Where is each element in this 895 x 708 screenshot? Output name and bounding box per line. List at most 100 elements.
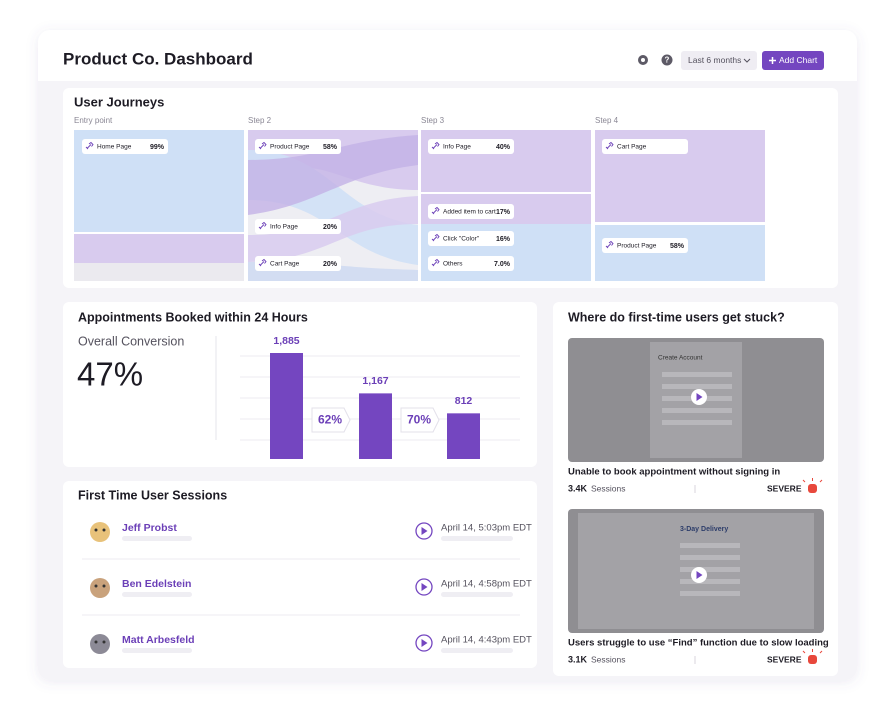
node-label: Others xyxy=(443,261,463,268)
journey-node[interactable]: Cart Page xyxy=(602,139,688,154)
header-bar-fill xyxy=(38,60,857,81)
placeholder xyxy=(441,536,513,541)
range-label: Last 6 months xyxy=(688,55,741,65)
step-label: Entry point xyxy=(74,116,113,125)
bar xyxy=(359,393,392,459)
avatar-face xyxy=(90,578,110,598)
avatar xyxy=(90,634,110,654)
play-icon xyxy=(696,393,703,401)
add-chart-button[interactable]: Add Chart xyxy=(762,51,824,70)
avatar xyxy=(90,578,110,598)
session-count: 3.1K xyxy=(568,654,588,664)
issue-caption: Unable to book appointment without signi… xyxy=(568,467,780,478)
node-value: 20% xyxy=(323,261,338,268)
node-value: 20% xyxy=(323,224,338,231)
siren-body xyxy=(808,484,817,493)
issue-caption: Users struggle to use “Find” function du… xyxy=(568,638,829,649)
node-box xyxy=(428,231,514,246)
screenshot-title: 3-Day Delivery xyxy=(680,526,728,533)
node-value: 58% xyxy=(670,243,685,250)
node-value: 7.0% xyxy=(494,261,511,268)
play-button[interactable] xyxy=(415,522,433,540)
bar xyxy=(270,353,303,459)
node-value: 17% xyxy=(496,209,511,216)
play-button[interactable] xyxy=(691,567,707,583)
node-value: 99% xyxy=(150,144,165,151)
settings-button[interactable] xyxy=(638,55,648,65)
node-icon xyxy=(431,206,440,215)
session-time: April 14, 4:43pm EDT xyxy=(441,635,532,646)
node-icon xyxy=(431,258,440,267)
avatar xyxy=(90,522,110,542)
placeholder xyxy=(122,592,192,597)
page-title: Product Co. Dashboard xyxy=(63,49,253,68)
add-chart-label: Add Chart xyxy=(779,55,818,65)
session-user[interactable]: Ben Edelstein xyxy=(122,578,191,590)
node-label: Product Page xyxy=(270,144,310,151)
node-label: Cart Page xyxy=(270,261,300,268)
help-button[interactable]: ? xyxy=(661,54,673,66)
node-label: Info Page xyxy=(443,144,471,151)
play-button[interactable] xyxy=(415,578,433,596)
avatar-eye xyxy=(94,584,98,588)
journey-node[interactable]: Click "Color" 16% xyxy=(428,231,514,246)
play-icon xyxy=(421,583,428,591)
node-label: Product Page xyxy=(617,243,657,250)
journey-node[interactable]: Info Page 40% xyxy=(428,139,514,154)
node-box xyxy=(602,139,688,154)
metric-value: 47% xyxy=(77,356,143,393)
node-icon xyxy=(605,141,614,150)
screenshot-line xyxy=(680,543,740,548)
journey-node[interactable]: Others 7.0% xyxy=(428,256,514,271)
screenshot-line xyxy=(680,555,740,560)
avatar-eye xyxy=(102,584,106,588)
stuck-title: Where do first-time users get stuck? xyxy=(568,310,785,324)
node-label: Info Page xyxy=(270,224,298,231)
journey-node[interactable]: Home Page 99% xyxy=(82,139,168,154)
step-label: Step 3 xyxy=(421,116,445,125)
placeholder xyxy=(441,648,513,653)
range-select[interactable]: Last 6 months xyxy=(681,51,757,70)
metric-label: Overall Conversion xyxy=(78,334,184,348)
session-unit: Sessions xyxy=(591,654,626,664)
journey-node[interactable]: Product Page 58% xyxy=(255,139,341,154)
bar-value-label: 1,885 xyxy=(273,335,299,347)
siren-icon xyxy=(802,478,823,493)
journey-node[interactable]: Cart Page 20% xyxy=(255,256,341,271)
screenshot-line xyxy=(680,567,740,572)
placeholder xyxy=(122,648,192,653)
journey-node[interactable]: Added item to cart 17% xyxy=(428,204,514,219)
session-user[interactable]: Jeff Probst xyxy=(122,522,177,534)
rate-tag xyxy=(400,407,440,433)
avatar-eye xyxy=(102,640,106,644)
siren-rays xyxy=(802,649,823,654)
session-user[interactable]: Matt Arbesfeld xyxy=(122,634,195,646)
severity: SEVERE xyxy=(767,483,802,493)
journey-node[interactable]: Product Page 58% xyxy=(602,238,688,253)
node-box xyxy=(255,139,341,154)
node-icon xyxy=(258,258,267,267)
play-button[interactable] xyxy=(691,389,707,405)
bar-value-label: 812 xyxy=(455,395,473,407)
journeys-title: User Journeys xyxy=(74,94,164,109)
screenshot-line xyxy=(662,372,732,377)
node-icon xyxy=(258,141,267,150)
journey-node[interactable]: Info Page 20% xyxy=(255,219,341,234)
play-icon xyxy=(421,527,428,535)
play-button[interactable] xyxy=(415,634,433,652)
placeholder xyxy=(441,592,513,597)
avatar-eye xyxy=(102,528,106,532)
screenshot-line xyxy=(662,384,732,389)
node-value: 58% xyxy=(323,144,338,151)
conversion-rate: 70% xyxy=(407,413,431,427)
sessions-title: First Time User Sessions xyxy=(78,488,227,502)
node-box xyxy=(428,139,514,154)
node-icon xyxy=(85,141,94,150)
screenshot-line xyxy=(680,591,740,596)
node-label: Home Page xyxy=(97,144,132,151)
avatar-face xyxy=(90,634,110,654)
node-box xyxy=(602,238,688,253)
avatar-face xyxy=(90,522,110,542)
